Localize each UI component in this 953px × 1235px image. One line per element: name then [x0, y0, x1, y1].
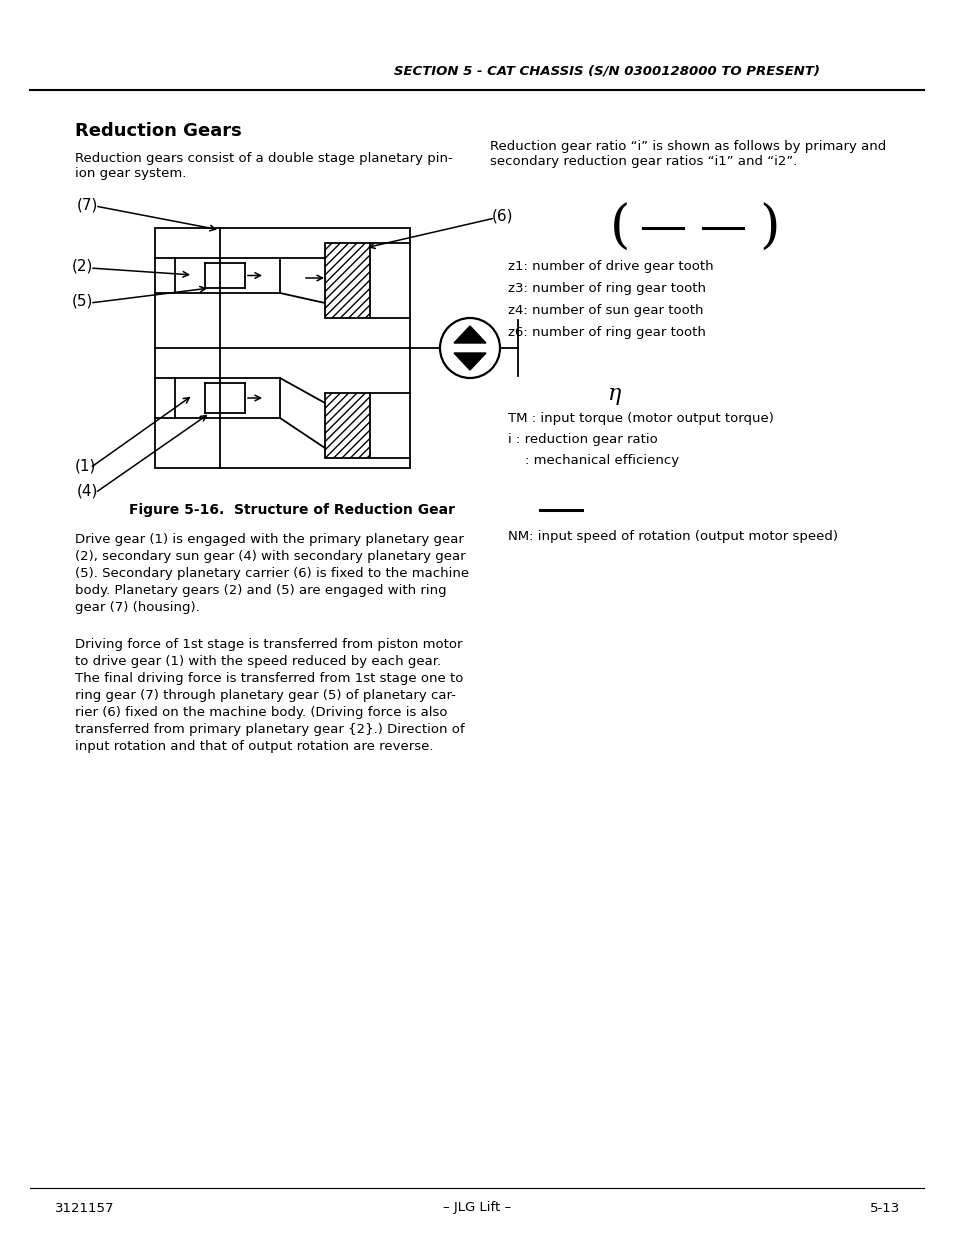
- Text: Figure 5-16.  Structure of Reduction Gear: Figure 5-16. Structure of Reduction Gear: [130, 503, 455, 517]
- Text: i : reduction gear ratio: i : reduction gear ratio: [507, 433, 657, 446]
- Text: z4: number of sun gear tooth: z4: number of sun gear tooth: [507, 304, 702, 317]
- Text: Drive gear (1) is engaged with the primary planetary gear
(2), secondary sun gea: Drive gear (1) is engaged with the prima…: [75, 534, 469, 614]
- Text: ): ): [759, 203, 780, 253]
- Text: z3: number of ring gear tooth: z3: number of ring gear tooth: [507, 282, 705, 295]
- Text: (1): (1): [75, 458, 96, 473]
- Bar: [325, 243, 370, 317]
- Circle shape: [439, 317, 499, 378]
- Text: : mechanical efficiency: : mechanical efficiency: [507, 454, 679, 467]
- Polygon shape: [454, 353, 485, 370]
- Text: z6: number of ring gear tooth: z6: number of ring gear tooth: [507, 326, 705, 338]
- Bar: [154, 228, 410, 468]
- Text: (6): (6): [492, 209, 513, 224]
- Text: Reduction Gears: Reduction Gears: [75, 122, 241, 140]
- Polygon shape: [454, 326, 485, 343]
- Text: 5-13: 5-13: [869, 1202, 899, 1214]
- Text: (4): (4): [77, 483, 98, 499]
- Text: (: (: [609, 203, 630, 253]
- Bar: [325, 393, 370, 458]
- Text: η: η: [608, 383, 621, 405]
- Text: (2): (2): [71, 258, 93, 273]
- Text: Reduction gear ratio “i” is shown as follows by primary and
secondary reduction : Reduction gear ratio “i” is shown as fol…: [490, 140, 885, 168]
- Text: (5): (5): [71, 294, 93, 309]
- Text: z1: number of drive gear tooth: z1: number of drive gear tooth: [507, 261, 713, 273]
- Text: – JLG Lift –: – JLG Lift –: [442, 1202, 511, 1214]
- Text: TM : input torque (motor output torque): TM : input torque (motor output torque): [507, 412, 773, 425]
- Text: Driving force of 1st stage is transferred from piston motor
to drive gear (1) wi: Driving force of 1st stage is transferre…: [75, 638, 464, 753]
- Text: 3121157: 3121157: [55, 1202, 114, 1214]
- Text: (7): (7): [77, 198, 98, 212]
- Text: Reduction gears consist of a double stage planetary pin-
ion gear system.: Reduction gears consist of a double stag…: [75, 152, 453, 180]
- Text: NM: input speed of rotation (output motor speed): NM: input speed of rotation (output moto…: [507, 530, 837, 543]
- Text: SECTION 5 - CAT CHASSIS (S/N 0300128000 TO PRESENT): SECTION 5 - CAT CHASSIS (S/N 0300128000 …: [394, 65, 820, 78]
